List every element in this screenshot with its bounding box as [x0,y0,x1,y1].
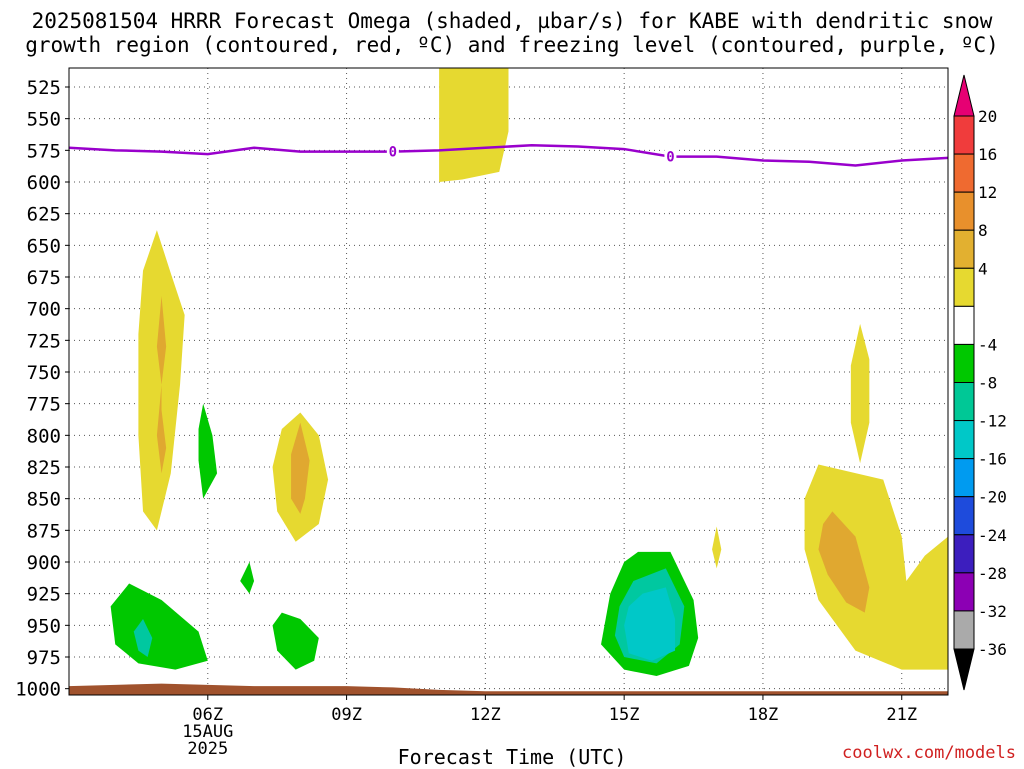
y-tick-label: 750 [27,362,61,384]
x-tick-label: 18Z [748,705,779,725]
colorbar-box [953,458,975,498]
omega-region [624,587,676,661]
x-tick-label: 21Z [886,705,917,725]
colorbar-label: -4 [978,335,997,354]
y-axis: 525 550 575 600 625 650 675 700 725 750 775 800 825 8… [15,77,69,701]
y-tick-label: 950 [27,615,61,637]
colorbar-top-arrow [953,74,975,117]
freezing-label-bg [386,143,399,160]
y-tick-label: 775 [27,394,61,416]
colorbar-box [953,534,975,574]
omega-region [110,583,208,670]
omega-region [133,619,153,657]
colorbar-box [953,496,975,536]
chart-title-line-2: growth region (contoured, red, ºC) and f… [25,33,999,57]
omega-region [439,68,509,182]
colorbar-box [953,420,975,460]
omega-region [712,526,722,569]
y-tick-label: 925 [27,584,61,606]
y-tick-label: 825 [27,457,61,479]
colorbar-label: 16 [978,145,997,164]
y-tick-label: 800 [27,425,61,447]
omega-region [291,422,310,514]
colorbar-box [953,610,975,650]
omega-region [272,612,319,670]
colorbar-label: -36 [978,640,1007,659]
freezing-level-label: 0 [666,150,674,166]
chart-title-line-1: 2025081504 HRRR Forecast Omega (shaded, … [31,9,993,33]
x-date-label: 2025 [187,739,228,759]
colorbar-label: -16 [978,450,1007,469]
omega-region [818,511,870,613]
y-tick-label: 700 [27,299,61,321]
colorbar-label: -32 [978,602,1007,621]
y-tick-label: 600 [27,172,61,194]
colorbar-box [953,191,975,231]
colorbar-box [953,115,975,155]
colorbar-label: -24 [978,526,1007,545]
y-tick-label: 575 [27,140,61,162]
plot-frame [68,67,949,696]
omega-region [156,296,167,474]
freezing-label-bg [664,148,677,165]
colorbar-label: 8 [978,221,988,240]
colorbar-label: -8 [978,374,997,393]
colorbar: 20 16 12 8 4 -4 -8 -12 -16 -20 -24 -28 -32 -36 [953,74,1007,691]
colorbar-label: 20 [978,107,997,126]
y-tick-label: 875 [27,520,61,542]
y-tick-label: 850 [27,489,61,511]
x-tick-label: 09Z [331,705,362,725]
y-tick-label: 650 [27,235,61,257]
x-tick-label: 06Z [192,705,223,725]
colorbar-box [953,305,975,345]
y-tick-label: 525 [27,77,61,99]
colorbar-bottom-arrow [953,648,975,691]
colorbar-label: 12 [978,183,997,202]
y-tick-label: 725 [27,330,61,352]
colorbar-box [953,153,975,193]
colorbar-box [953,343,975,383]
colorbar-box [953,267,975,307]
x-axis-title: Forecast Time (UTC) [397,745,627,769]
x-tick-label: 12Z [470,705,501,725]
y-tick-label: 975 [27,647,61,669]
colorbar-box [953,572,975,612]
y-tick-label: 625 [27,204,61,226]
terrain-fill [69,683,948,695]
omega-region [804,464,948,670]
y-tick-label: 550 [27,109,61,131]
colorbar-label: -28 [978,564,1007,583]
omega-region [850,323,870,464]
colorbar-box [953,229,975,269]
y-tick-label: 675 [27,267,61,289]
y-tick-label: 1000 [15,679,61,701]
colorbar-box [953,382,975,422]
colorbar-label: 4 [978,259,988,278]
credit-text: coolwx.com/models [842,743,1016,763]
freezing-level-label: 0 [389,145,397,161]
colorbar-label: -12 [978,412,1007,431]
x-tick-label: 15Z [609,705,640,725]
x-date-label: 15AUG [182,722,233,742]
y-tick-label: 900 [27,552,61,574]
omega-shading [110,68,948,676]
freezing-level-line [68,144,949,167]
terrain [69,683,948,695]
omega-region [198,403,218,499]
colorbar-label: -20 [978,488,1007,507]
omega-region [240,562,255,594]
